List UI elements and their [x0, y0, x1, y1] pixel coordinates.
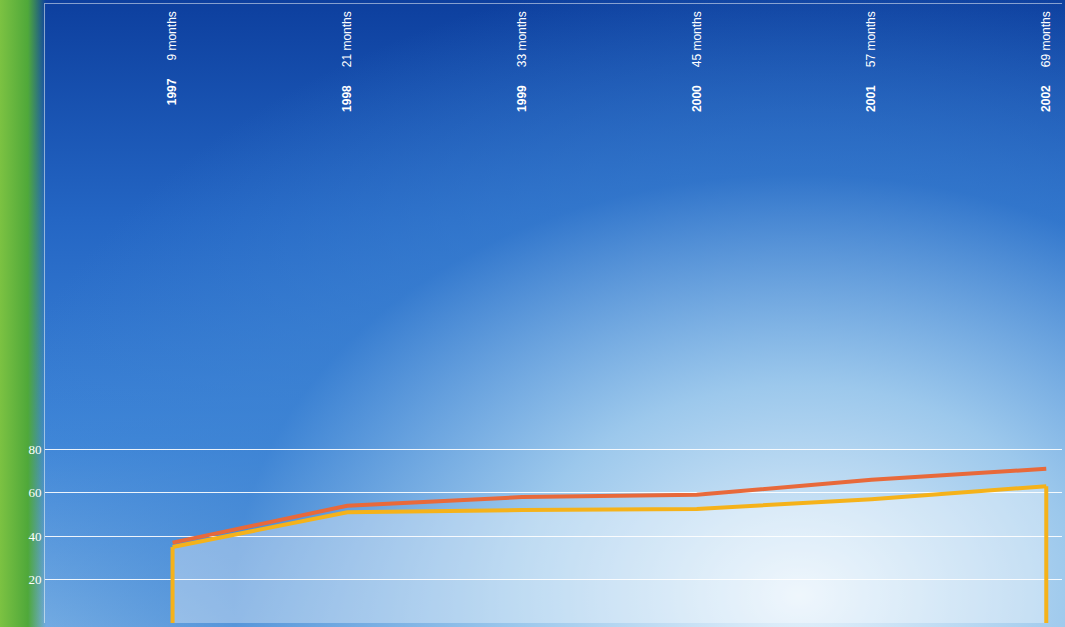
- svg-text:40: 40: [28, 529, 41, 544]
- svg-text:1998 21 months: 1998 21 months: [340, 11, 354, 112]
- svg-text:20: 20: [28, 572, 41, 587]
- svg-text:2002 69 months: 2002 69 months: [1039, 11, 1053, 112]
- svg-text:2001 57 months: 2001 57 months: [864, 11, 878, 112]
- svg-text:80: 80: [28, 442, 41, 457]
- svg-text:2000 45 months: 2000 45 months: [690, 11, 704, 112]
- svg-text:1997 9 months: 1997 9 months: [165, 11, 179, 105]
- svg-text:60: 60: [28, 485, 41, 500]
- svg-text:1999 33 months: 1999 33 months: [515, 11, 529, 112]
